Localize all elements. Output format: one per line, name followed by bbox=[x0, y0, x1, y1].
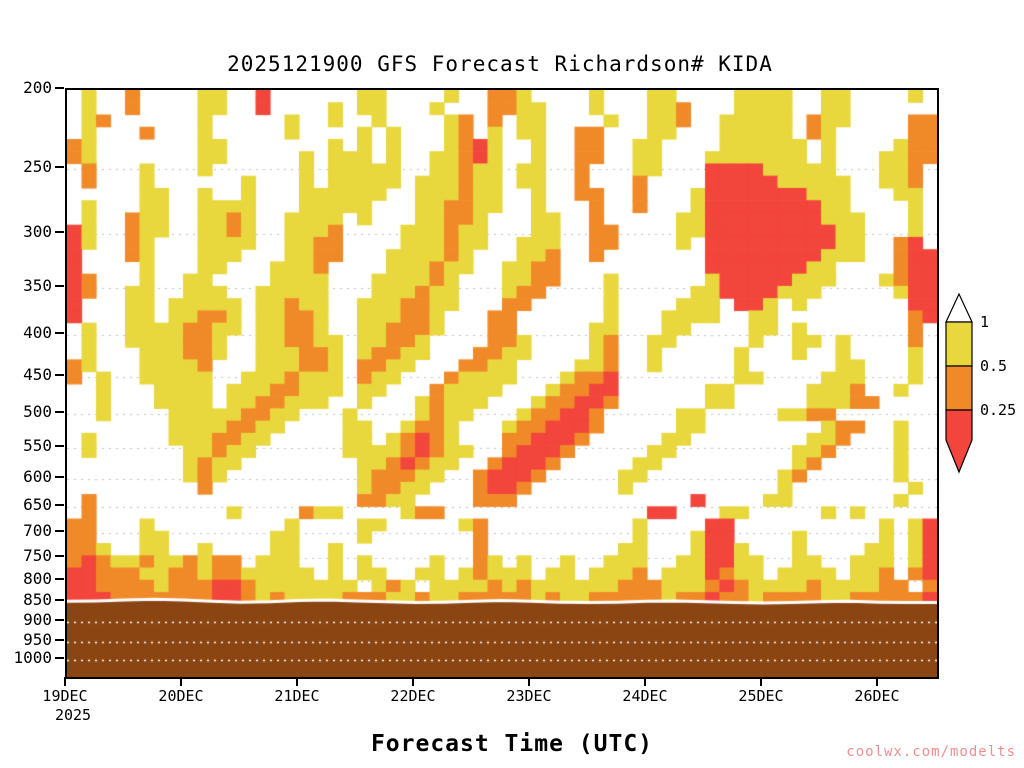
colorbar-label-05: 0.5 bbox=[980, 357, 1007, 375]
plot-area bbox=[65, 88, 939, 679]
x-tick-mark bbox=[876, 677, 878, 686]
x-tick-label: 21DEC bbox=[274, 687, 320, 705]
x-tick-label: 24DEC bbox=[622, 687, 668, 705]
x-tick-mark bbox=[644, 677, 646, 686]
y-tick-label: 350 bbox=[23, 276, 52, 296]
colorbar-label-025: 0.25 bbox=[980, 401, 1016, 419]
x-tick-mark bbox=[760, 677, 762, 686]
x-tick-label: 23DEC bbox=[506, 687, 552, 705]
y-tick-label: 200 bbox=[23, 78, 52, 97]
y-tick-label: 450 bbox=[23, 365, 52, 385]
y-tick-mark bbox=[55, 530, 64, 533]
y-tick-label: 550 bbox=[23, 436, 52, 456]
x-tick-label: 22DEC bbox=[390, 687, 436, 705]
y-tick-label: 900 bbox=[23, 610, 52, 630]
y-tick-mark bbox=[55, 475, 64, 478]
y-tick-label: 650 bbox=[23, 495, 52, 515]
y-tick-label: 800 bbox=[23, 568, 52, 588]
heatmap-canvas bbox=[67, 90, 937, 677]
y-tick-label: 250 bbox=[23, 156, 52, 176]
y-tick-mark bbox=[55, 230, 64, 233]
y-tick-label: 400 bbox=[23, 323, 52, 343]
y-tick-mark bbox=[55, 619, 64, 622]
y-tick-mark bbox=[55, 411, 64, 414]
x-tick-label: 19DEC bbox=[42, 687, 88, 705]
x-tick-label: 20DEC bbox=[158, 687, 204, 705]
colorbar: 1 0.5 0.25 bbox=[945, 292, 1016, 474]
y-tick-label: 500 bbox=[23, 402, 52, 422]
y-tick-mark bbox=[55, 165, 64, 168]
x-axis-title: Forecast Time (UTC) bbox=[370, 731, 654, 757]
y-tick-mark bbox=[55, 445, 64, 448]
x-tick-mark bbox=[296, 677, 298, 686]
y-tick-mark bbox=[55, 87, 64, 89]
chart-title: 2025121900 GFS Forecast Richardson# KIDA bbox=[227, 52, 773, 76]
y-tick-mark bbox=[55, 374, 64, 377]
y-tick-label: 1000 bbox=[13, 647, 52, 667]
y-tick-label: 750 bbox=[23, 545, 52, 565]
y-tick-mark bbox=[55, 599, 64, 602]
y-tick-label: 850 bbox=[23, 590, 52, 610]
y-tick-label: 950 bbox=[23, 629, 52, 649]
x-tick-label: 26DEC bbox=[854, 687, 900, 705]
y-tick-mark bbox=[55, 332, 64, 335]
y-tick-mark bbox=[55, 504, 64, 507]
y-tick-mark bbox=[55, 638, 64, 641]
y-tick-mark bbox=[55, 285, 64, 288]
y-tick-mark bbox=[55, 577, 64, 580]
colorbar-segment-high bbox=[945, 321, 973, 367]
x-tick-mark bbox=[64, 677, 66, 686]
y-tick-mark bbox=[55, 656, 64, 659]
y-tick-mark bbox=[55, 554, 64, 557]
y-tick-label: 300 bbox=[23, 221, 52, 241]
y-tick-label: 600 bbox=[23, 466, 52, 486]
colorbar-label-1: 1 bbox=[980, 313, 989, 331]
x-axis-year-label: 2025 bbox=[54, 706, 92, 724]
x-tick-mark bbox=[412, 677, 414, 686]
x-tick-label: 25DEC bbox=[738, 687, 784, 705]
colorbar-segment-mid bbox=[945, 365, 973, 411]
watermark: coolwx.com/modelts bbox=[846, 744, 1016, 760]
x-tick-mark bbox=[528, 677, 530, 686]
colorbar-above-range-arrow bbox=[945, 292, 973, 323]
y-tick-label: 700 bbox=[23, 521, 52, 541]
colorbar-below-range-arrow bbox=[945, 409, 973, 474]
x-tick-mark bbox=[180, 677, 182, 686]
